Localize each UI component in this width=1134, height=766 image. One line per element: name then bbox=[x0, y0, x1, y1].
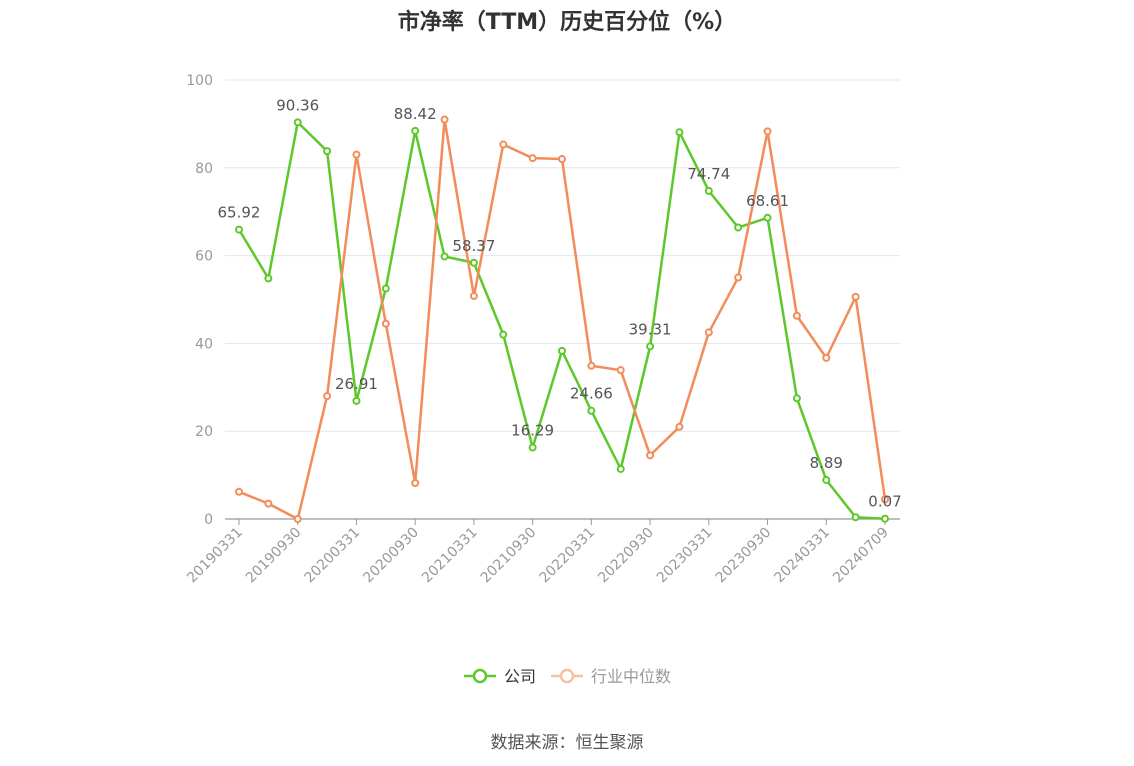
data-point bbox=[734, 273, 743, 282]
data-point bbox=[264, 274, 273, 283]
x-tick-label: 20190930 bbox=[243, 525, 305, 587]
data-point bbox=[323, 392, 332, 401]
data-label: 0.07 bbox=[868, 493, 901, 511]
data-point bbox=[528, 154, 537, 163]
y-tick-label: 100 bbox=[186, 73, 213, 89]
x-tick-label: 20240331 bbox=[771, 525, 833, 587]
series-group bbox=[235, 115, 889, 523]
data-point bbox=[469, 258, 478, 267]
data-point bbox=[881, 514, 889, 523]
x-tick-label: 20190331 bbox=[184, 525, 246, 587]
legend: 公司 行业中位数 bbox=[464, 667, 671, 686]
data-label: 8.89 bbox=[810, 454, 843, 472]
x-tick-label: 20230331 bbox=[654, 525, 716, 587]
data-point bbox=[646, 451, 655, 460]
gridlines bbox=[225, 79, 900, 432]
x-tick-label: 20200331 bbox=[302, 525, 364, 587]
legend-marker bbox=[472, 668, 488, 684]
x-tick-label: 20200930 bbox=[360, 525, 422, 587]
data-point bbox=[734, 223, 743, 232]
data-point bbox=[499, 140, 508, 149]
data-point bbox=[469, 291, 478, 300]
data-point bbox=[675, 422, 684, 431]
data-point bbox=[587, 361, 596, 370]
data-point bbox=[293, 118, 302, 127]
data-label: 16.29 bbox=[511, 421, 554, 439]
data-label: 39.31 bbox=[629, 320, 672, 338]
y-tick-label: 0 bbox=[204, 512, 213, 528]
x-tick-label: 20210930 bbox=[478, 525, 540, 587]
series-line-1 bbox=[238, 118, 887, 521]
data-point bbox=[822, 475, 831, 484]
data-point bbox=[616, 464, 625, 473]
data-point bbox=[264, 499, 273, 508]
data-point bbox=[646, 342, 655, 351]
y-tick-label: 60 bbox=[195, 249, 213, 265]
data-labels: 65.92 90.36 26.91 88.42 58.37 16.29 24.66 39.31… bbox=[218, 96, 902, 510]
data-point bbox=[558, 346, 566, 355]
legend-marker bbox=[559, 668, 575, 684]
data-point bbox=[440, 115, 449, 124]
data-point bbox=[792, 394, 801, 403]
y-axis: 0 20 40 60 80 100 bbox=[186, 73, 213, 528]
data-point bbox=[704, 186, 713, 195]
data-label: 58.37 bbox=[452, 237, 495, 255]
data-point bbox=[293, 515, 302, 523]
data-point bbox=[822, 353, 831, 362]
data-point bbox=[381, 319, 390, 328]
data-point bbox=[528, 443, 537, 452]
data-point bbox=[881, 495, 889, 504]
data-point bbox=[851, 513, 860, 522]
data-point bbox=[675, 128, 684, 137]
y-tick-label: 40 bbox=[195, 336, 213, 352]
data-label: 74.74 bbox=[687, 165, 730, 183]
data-point bbox=[558, 155, 566, 164]
data-point bbox=[499, 330, 508, 339]
data-point bbox=[411, 479, 420, 488]
legend-label: 行业中位数 bbox=[591, 667, 671, 686]
data-label: 26.91 bbox=[335, 375, 378, 393]
data-label: 88.42 bbox=[394, 105, 437, 123]
x-tick-label: 20220331 bbox=[536, 525, 598, 587]
data-point bbox=[235, 225, 243, 234]
y-tick-label: 20 bbox=[195, 424, 213, 440]
data-point bbox=[792, 311, 801, 320]
data-point bbox=[352, 396, 361, 405]
data-point bbox=[440, 252, 449, 261]
x-axis: 2019033120190930202003312020093020210331… bbox=[184, 518, 900, 587]
data-label: 68.61 bbox=[746, 192, 789, 210]
x-tick-label: 20220930 bbox=[595, 525, 657, 587]
chart-title: 市净率（TTM）历史百分位（%） bbox=[397, 10, 737, 35]
data-point bbox=[381, 284, 390, 293]
data-label: 65.92 bbox=[218, 204, 261, 222]
data-point bbox=[704, 328, 713, 337]
data-label: 24.66 bbox=[570, 385, 613, 403]
x-tick-label: 20230930 bbox=[713, 525, 775, 587]
data-point bbox=[763, 213, 772, 222]
data-point bbox=[323, 147, 332, 156]
data-label: 90.36 bbox=[276, 96, 319, 114]
data-source-note: 数据来源：恒生聚源 bbox=[490, 733, 644, 753]
x-tick-label: 20240709 bbox=[830, 525, 892, 587]
legend-label: 公司 bbox=[504, 667, 536, 686]
x-tick-label: 20210331 bbox=[419, 525, 481, 587]
data-point bbox=[851, 292, 860, 301]
data-point bbox=[235, 487, 243, 496]
data-point bbox=[352, 150, 361, 159]
y-tick-label: 80 bbox=[195, 161, 213, 177]
data-point bbox=[616, 366, 625, 375]
data-point bbox=[587, 406, 596, 415]
data-point bbox=[763, 127, 772, 136]
data-point bbox=[411, 126, 420, 135]
